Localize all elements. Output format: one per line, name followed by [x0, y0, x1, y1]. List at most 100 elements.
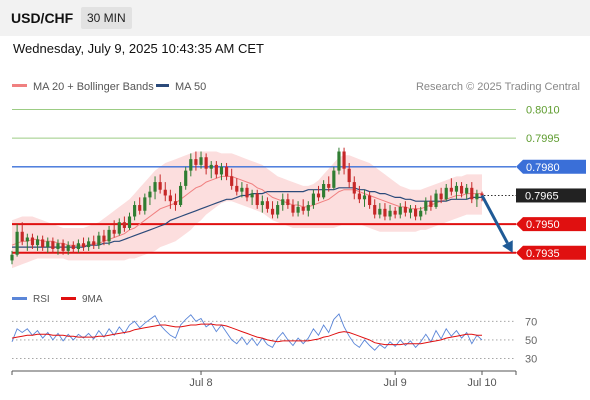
bollinger-band-area [12, 151, 482, 269]
candle [81, 237, 86, 251]
candle-body [127, 216, 132, 228]
rsi-ma-legend-swatch [61, 297, 76, 300]
candle-body [337, 151, 341, 171]
rsi-ma-line [11, 323, 482, 346]
candle-body [383, 208, 387, 217]
candle-body [368, 195, 372, 206]
candle-body [291, 205, 295, 213]
rsi-tick-label: 50 [525, 335, 537, 347]
candle [454, 182, 459, 200]
candle [449, 178, 453, 196]
candle [112, 220, 116, 238]
candle-body [153, 182, 157, 192]
candle [255, 189, 259, 209]
candle [20, 222, 24, 246]
candle [204, 153, 208, 175]
candle [240, 182, 244, 198]
candle [368, 191, 372, 209]
candle [357, 185, 361, 204]
candle-body [449, 187, 453, 192]
time-axis-label: Jul 10 [467, 377, 496, 389]
candle-body [240, 187, 244, 192]
candle [97, 231, 101, 249]
candle [327, 176, 331, 192]
candle-body [296, 206, 300, 213]
candle [153, 176, 157, 200]
rsi-lines [11, 313, 483, 351]
candle [434, 189, 438, 209]
candle [459, 182, 464, 198]
candle-body [322, 184, 326, 198]
rsi-tick-label: 30 [525, 354, 537, 366]
candle-body [107, 229, 111, 242]
candle-body [194, 159, 198, 165]
candle [281, 193, 285, 211]
candle-body [352, 182, 356, 194]
candle [102, 229, 106, 246]
candle [10, 250, 14, 265]
candle-body [199, 157, 203, 165]
candle-body [122, 222, 126, 228]
candle [15, 224, 19, 257]
candle-body [260, 201, 264, 206]
ma50-legend-swatch [156, 84, 169, 87]
candle [209, 161, 213, 179]
candle [245, 184, 249, 202]
candle-body [41, 239, 45, 248]
candle-body [102, 235, 106, 242]
candle-body [230, 176, 234, 186]
candle [35, 235, 40, 251]
candle [347, 162, 351, 188]
rsi-ma-legend-label: 9MA [82, 294, 103, 305]
candle [66, 241, 70, 255]
candle-body [403, 206, 407, 213]
ma20-line [11, 175, 482, 246]
candle-body [281, 199, 285, 206]
candle-body [398, 206, 402, 215]
candle [403, 201, 407, 217]
candle-body [439, 193, 443, 200]
candle [378, 203, 382, 219]
candle-body [393, 210, 397, 215]
candle [214, 161, 218, 179]
last-price-label-box [516, 188, 586, 203]
candle [179, 182, 183, 207]
candle [51, 237, 55, 253]
ma50-legend-label: MA 50 [175, 81, 206, 93]
support-level-label: 0.7950 [526, 219, 560, 231]
candle [168, 189, 172, 209]
candle-body [30, 237, 35, 246]
candle-body [35, 239, 40, 246]
candle-body [475, 193, 479, 200]
candle [143, 193, 147, 215]
candle-body [332, 170, 336, 188]
resistance-level-label: 0.7980 [526, 162, 560, 174]
candle-body [189, 159, 193, 171]
candle-body [173, 201, 178, 206]
candle-body [286, 199, 290, 206]
bollinger-bands [12, 151, 482, 269]
candle [301, 199, 305, 215]
candle-body [168, 195, 172, 202]
candle [30, 233, 35, 249]
time-axis-label: Jul 9 [384, 377, 407, 389]
candle-body [163, 189, 167, 196]
candle-body [184, 170, 188, 186]
candle [260, 195, 264, 213]
candle [352, 176, 356, 200]
candle-body [148, 191, 152, 198]
timeframe-button[interactable]: 30 MIN [81, 7, 132, 29]
timestamp: Wednesday, July 9, 2025 10:43:35 AM CET [13, 41, 264, 56]
price-labels: 0.8010 0.7995 0.7980 0.7965 0.7950 0.7935 [516, 104, 586, 260]
copyright-text: Research © 2025 Trading Central [416, 81, 580, 93]
forecast-arrow-shaft [480, 194, 509, 244]
candle [46, 237, 50, 253]
chart-legend: MA 20 + Bollinger Bands MA 50 Research ©… [12, 81, 580, 93]
candle-body [25, 237, 29, 242]
candle [388, 205, 392, 221]
candle [337, 147, 341, 175]
candle [219, 162, 224, 181]
candle [199, 151, 203, 169]
candle [230, 168, 234, 190]
candle [184, 166, 188, 190]
